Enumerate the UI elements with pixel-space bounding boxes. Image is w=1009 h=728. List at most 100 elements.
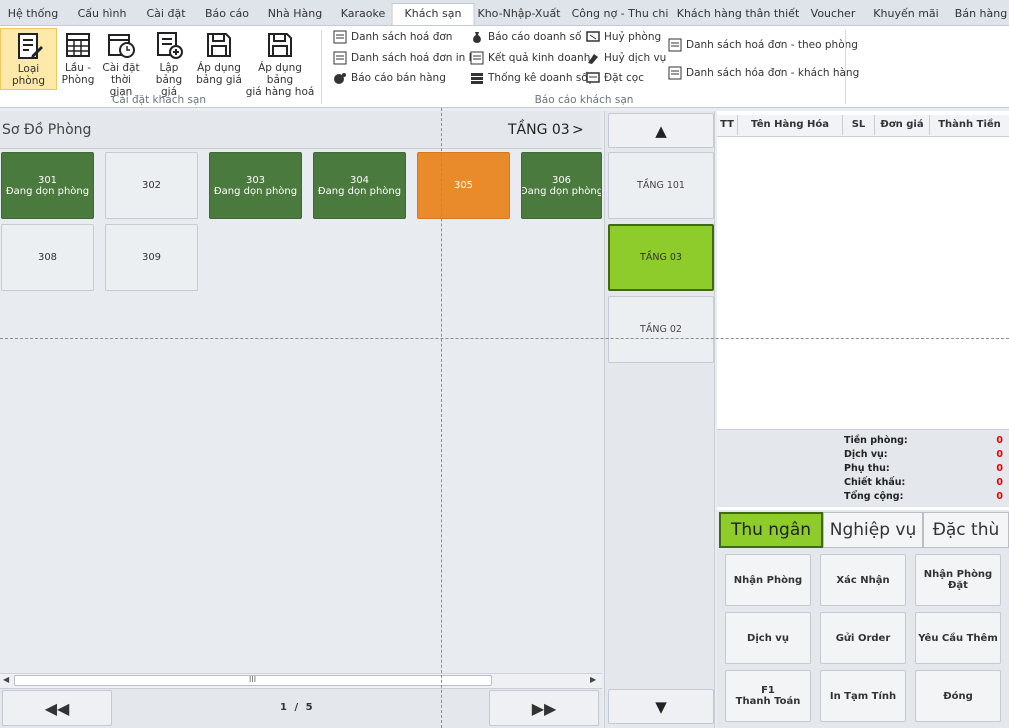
function-tabs: Thu ngân Nghiệp vụ Đặc thù xyxy=(717,510,1009,548)
cancel-service-icon xyxy=(586,51,600,65)
room-tile[interactable]: 302 xyxy=(105,152,198,219)
cancel-service-link[interactable]: Huỷ dịch vụ xyxy=(586,50,666,66)
floor-up-button[interactable]: ▲ xyxy=(608,113,714,148)
summary-label: Phụ thu: xyxy=(844,463,890,474)
floor-item[interactable]: TẦNG 02 xyxy=(608,296,714,363)
deposit-icon xyxy=(586,71,600,85)
summary-label: Chiết khấu: xyxy=(844,477,906,488)
list-add-icon xyxy=(157,32,183,59)
column-header: SL xyxy=(842,115,874,135)
summary-value: 0 xyxy=(996,491,1003,502)
tab-khach-san[interactable]: Khách sạn xyxy=(391,3,475,25)
floor-item[interactable]: TẦNG 03 xyxy=(608,224,714,291)
scroll-left-arrow-icon[interactable]: ◀ xyxy=(3,675,10,684)
invoice-by-room-link[interactable]: Danh sách hoá đơn - theo phòng xyxy=(668,37,858,53)
invoice-list-link[interactable]: Danh sách hoá đơn xyxy=(333,29,452,45)
tab-cai-dat[interactable]: Cài đặt xyxy=(146,7,186,20)
room-tile[interactable]: 309 xyxy=(105,224,198,291)
tab-voucher[interactable]: Voucher xyxy=(810,7,856,20)
confirm-button[interactable]: Xác Nhận xyxy=(820,554,906,606)
tab-kho-nhap-xuat[interactable]: Kho-Nhập-Xuất xyxy=(477,7,561,20)
room-map-header: Sơ Đồ Phòng TẦNG 03 > xyxy=(0,111,602,149)
building-grid-icon xyxy=(66,33,90,57)
order-summary: Tiền phòng: 0 Dịch vụ: 0 Phụ thu: 0 Chiết k… xyxy=(717,429,1009,507)
main-tab-bar: Hệ thống Cấu hình Cài đặt Báo cáo Nhà Hà… xyxy=(0,0,1009,26)
list-icon xyxy=(668,38,682,52)
check-in-button[interactable]: Nhận Phòng xyxy=(725,554,811,606)
tab-he-thong[interactable]: Hệ thống xyxy=(7,7,59,20)
apply-price-list-button[interactable]: Áp dụng bảng giá xyxy=(196,28,242,90)
floor-item[interactable]: TẦNG 101 xyxy=(608,152,714,219)
summary-label: Tổng cộng: xyxy=(844,491,904,502)
tab-operations[interactable]: Nghiệp vụ xyxy=(823,512,923,548)
print-temp-bill-button[interactable]: In Tạm Tính xyxy=(820,670,906,722)
list-icon xyxy=(333,51,347,65)
scrollbar-thumb[interactable]: III xyxy=(14,675,492,686)
summary-value: 0 xyxy=(996,449,1003,460)
guide-line-horizontal xyxy=(0,338,1009,339)
room-tile[interactable]: 305 xyxy=(417,152,510,219)
summary-value: 0 xyxy=(996,463,1003,474)
deposit-link[interactable]: Đặt cọc xyxy=(586,70,644,86)
current-floor-label: TẦNG 03 xyxy=(508,122,570,138)
room-tile[interactable]: 306 Đang dọn phòng xyxy=(521,152,602,219)
summary-label: Tiền phòng: xyxy=(844,435,908,446)
summary-label: Dịch vụ: xyxy=(844,449,888,460)
guide-line-vertical xyxy=(441,108,442,728)
tab-cashier[interactable]: Thu ngân xyxy=(719,512,823,548)
cancel-icon xyxy=(586,30,600,44)
tab-khuyen-mai[interactable]: Khuyến mãi xyxy=(873,7,939,20)
room-tile[interactable]: 301 Đang dọn phòng xyxy=(1,152,94,219)
cancel-room-link[interactable]: Huỷ phòng xyxy=(586,29,661,45)
room-tile[interactable]: 303 Đang dọn phòng xyxy=(209,152,302,219)
tab-special[interactable]: Đặc thù xyxy=(923,512,1009,548)
column-header: Thành Tiền xyxy=(929,115,1009,135)
list-icon xyxy=(470,51,484,65)
tab-ban-hang[interactable]: Bán hàng xyxy=(954,7,1008,20)
room-map-panel: Sơ Đồ Phòng TẦNG 03 > 301 Đang dọn phòng … xyxy=(0,111,602,688)
revenue-report-link[interactable]: Báo cáo doanh số xyxy=(470,29,581,45)
tab-khach-hang-than-thiet[interactable]: Khách hàng thân thiết xyxy=(676,7,800,20)
close-button[interactable]: Đóng xyxy=(915,670,1001,722)
order-panel: TT Tên Hàng Hóa SL Đơn giá Thành Tiền Ti… xyxy=(717,111,1009,728)
add-request-button[interactable]: Yêu Cầu Thêm xyxy=(915,612,1001,664)
create-price-list-button[interactable]: Lập bảng giá xyxy=(145,28,193,98)
floor-down-button[interactable]: ▼ xyxy=(608,689,714,724)
next-floor-button[interactable]: > xyxy=(572,122,584,138)
tab-cong-no-thu-chi[interactable]: Công nợ - Thu chi xyxy=(571,7,669,20)
invoice-by-customer-link[interactable]: Danh sách hóa đơn - khách hàng xyxy=(668,65,859,81)
ribbon-separator xyxy=(321,30,322,104)
room-tile[interactable]: 308 xyxy=(1,224,94,291)
business-result-link[interactable]: Kết quả kinh doanh xyxy=(470,50,590,66)
payment-button[interactable]: F1 Thanh Toán xyxy=(725,670,811,722)
column-header: Đơn giá xyxy=(874,115,929,135)
room-type-label: Loại phòng xyxy=(11,63,46,87)
room-tile[interactable]: 304 Đang dọn phòng xyxy=(313,152,406,219)
tab-nha-hang[interactable]: Nhà Hàng xyxy=(267,7,323,20)
apply-goods-price-list-button[interactable]: Áp dụng bảng giá hàng hoá xyxy=(245,28,315,98)
send-order-button[interactable]: Gửi Order xyxy=(820,612,906,664)
room-type-button[interactable]: Loại phòng xyxy=(0,28,57,90)
summary-value: 0 xyxy=(996,477,1003,488)
sales-report-link[interactable]: Báo cáo bán hàng xyxy=(333,70,446,86)
tab-bao-cao[interactable]: Báo cáo xyxy=(204,7,250,20)
revenue-statistics-link[interactable]: Thống kê doanh số xyxy=(470,70,588,86)
group-label-hotel-reports: Báo cáo khách sạn xyxy=(534,94,634,106)
apply-price-list-label: Áp dụng bảng giá xyxy=(196,62,242,86)
first-page-button[interactable]: ◀◀ xyxy=(2,690,112,726)
order-table-header: TT Tên Hàng Hóa SL Đơn giá Thành Tiền xyxy=(717,115,1009,137)
floor-room-button[interactable]: Lầu - Phòng xyxy=(58,28,98,90)
tab-karaoke[interactable]: Karaoke xyxy=(340,7,386,20)
last-page-button[interactable]: ▶▶ xyxy=(489,690,599,726)
reprint-invoice-list-link[interactable]: Danh sách hoá đơn in lại xyxy=(333,50,481,66)
time-settings-button[interactable]: Cài đặt thời gian xyxy=(99,28,143,98)
tab-cau-hinh[interactable]: Cấu hình xyxy=(77,7,127,20)
page-indicator: 1 / 5 xyxy=(280,702,313,713)
edit-doc-icon xyxy=(17,33,43,59)
booked-check-in-button[interactable]: Nhận Phòng Đặt xyxy=(915,554,1001,606)
ribbon-separator xyxy=(845,30,846,104)
action-buttons: Nhận Phòng Xác Nhận Nhận Phòng Đặt Dịch … xyxy=(717,548,1009,728)
service-button[interactable]: Dịch vụ xyxy=(725,612,811,664)
ribbon-toolbar: Loại phòng Lầu - Phòng Cài đặt thời gian… xyxy=(0,26,1009,108)
scroll-right-arrow-icon[interactable]: ▶ xyxy=(590,675,597,684)
